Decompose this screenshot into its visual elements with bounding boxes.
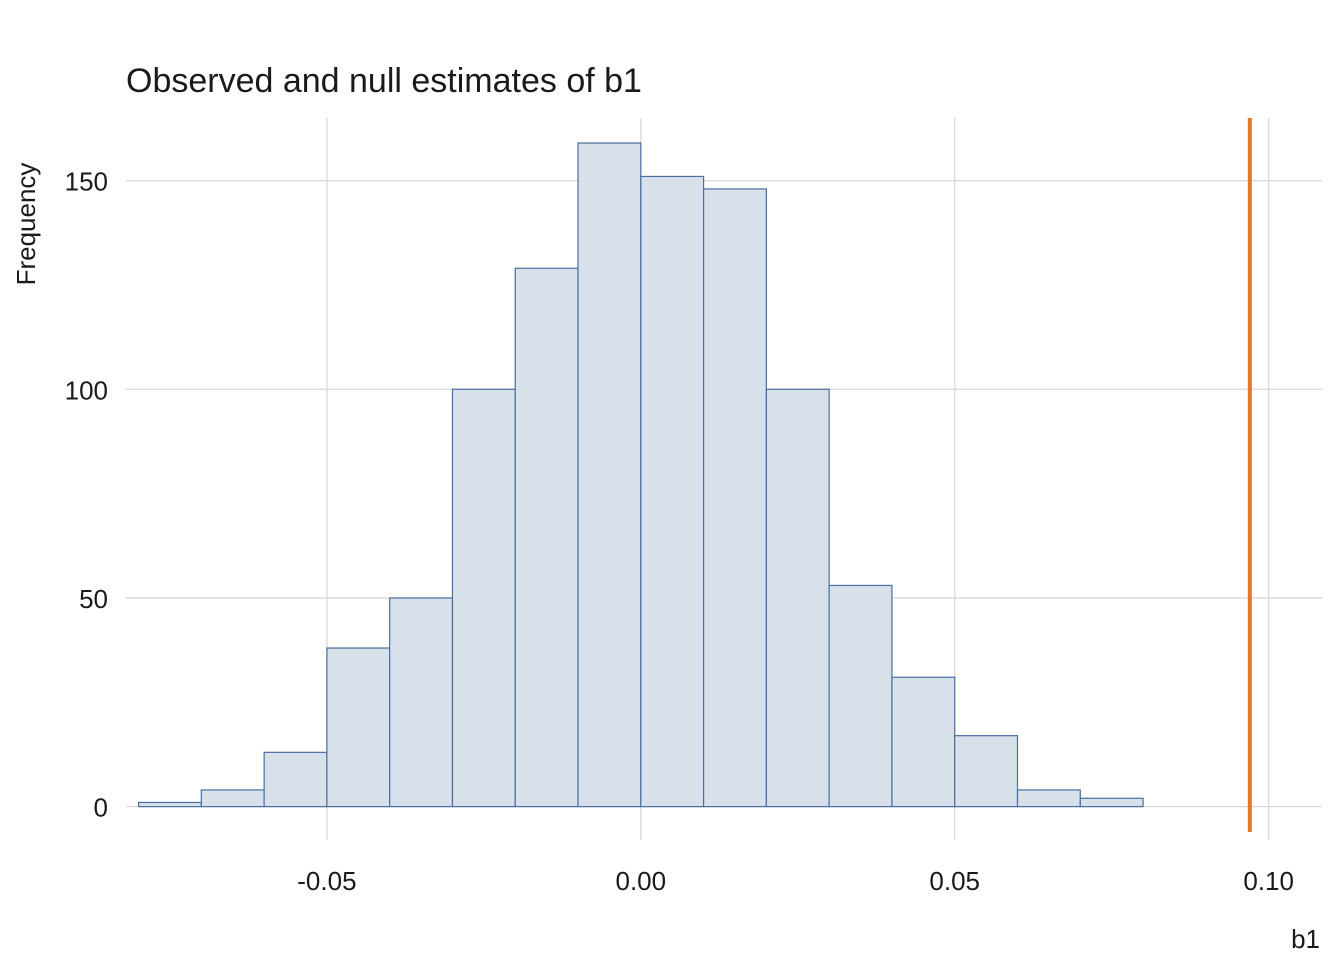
histogram-bar: [640, 175, 705, 808]
histogram-bar: [263, 751, 328, 808]
histogram-bar: [702, 188, 767, 808]
histogram-bar: [577, 142, 642, 808]
histogram-bar: [1079, 797, 1144, 808]
histogram-bar: [828, 584, 893, 808]
histogram-bar: [451, 388, 516, 808]
x-tick-label: 0.10: [1243, 866, 1294, 896]
histogram-bar: [954, 735, 1019, 808]
histogram-bar: [514, 267, 579, 808]
histogram-bar: [200, 789, 265, 808]
histogram-bar: [765, 388, 830, 808]
x-tick-label: 0.05: [929, 866, 980, 896]
y-axis-title: Frequency: [11, 163, 41, 286]
histogram-bar: [1016, 789, 1081, 808]
x-axis-title: b1: [1291, 924, 1320, 954]
x-axis-ticks: -0.05 0.00 0.05 0.10: [297, 866, 1294, 896]
y-tick-label: 150: [65, 167, 108, 197]
x-tick-label: -0.05: [297, 866, 356, 896]
y-axis-ticks: 0 50 100 150: [65, 167, 108, 823]
x-tick-label: 0.00: [616, 866, 667, 896]
y-tick-label: 50: [79, 584, 108, 614]
histogram-bar: [891, 676, 956, 808]
histogram-bar: [137, 801, 202, 808]
histogram-bars: [137, 142, 1144, 808]
histogram-bar: [389, 597, 454, 808]
y-tick-label: 100: [65, 375, 108, 405]
histogram-bar: [326, 647, 391, 808]
y-tick-label: 0: [94, 793, 108, 823]
chart-title: Observed and null estimates of b1: [126, 62, 642, 100]
